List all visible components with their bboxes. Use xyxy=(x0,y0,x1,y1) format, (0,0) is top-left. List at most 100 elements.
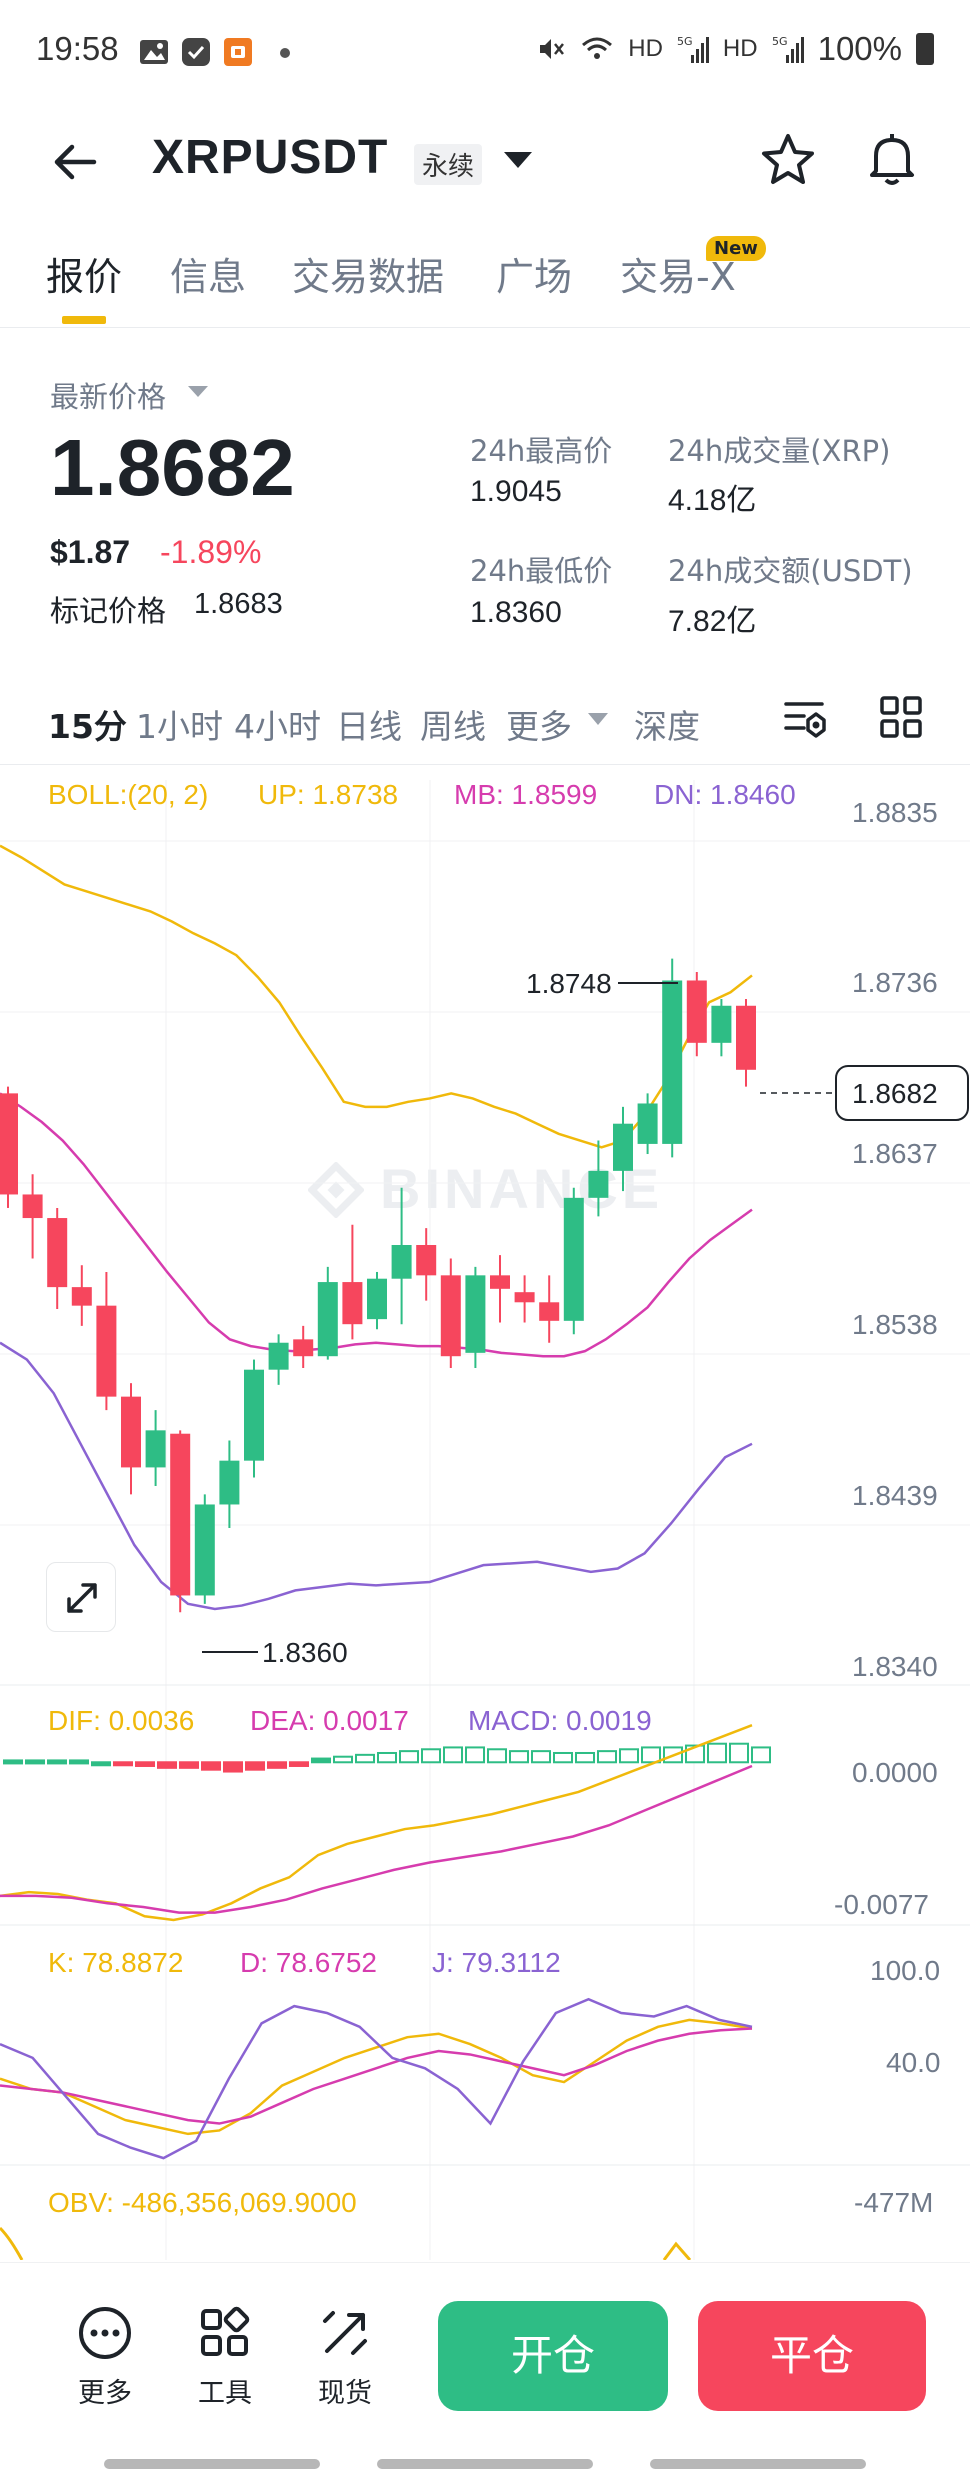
interval-1w[interactable]: 周线 xyxy=(420,707,486,746)
symbol-dropdown-icon[interactable] xyxy=(504,152,532,168)
price-type-caret-icon[interactable] xyxy=(188,386,208,397)
macd-bar xyxy=(443,1746,463,1764)
expand-icon xyxy=(67,1583,97,1613)
more-caret-icon[interactable] xyxy=(588,713,608,725)
obv-line xyxy=(0,2226,24,2260)
mark-price-value: 1.8683 xyxy=(194,588,283,620)
candle-body xyxy=(219,1460,240,1505)
chart-settings-icon[interactable] xyxy=(782,694,830,742)
close-position-button[interactable]: 平仓 xyxy=(698,2301,926,2411)
more-button[interactable]: 更多 xyxy=(60,2303,150,2410)
y-tick-3: 1.8637 xyxy=(852,1138,938,1169)
dif-legend: DIF: 0.0036 xyxy=(48,1705,194,1736)
candle-body xyxy=(71,1287,92,1306)
volume-24h-label: 24h成交量(XRP) xyxy=(668,434,891,468)
macd-bar xyxy=(553,1751,573,1764)
macd-bar xyxy=(69,1759,89,1765)
macd-bar xyxy=(509,1750,529,1764)
interval-4h[interactable]: 4小时 xyxy=(234,707,321,746)
d-legend: D: 78.6752 xyxy=(240,1947,377,1978)
nav-pill-center[interactable] xyxy=(377,2459,593,2469)
boll-mb-line xyxy=(0,1092,753,1358)
macd-bar xyxy=(289,1761,309,1767)
interval-15m[interactable]: 15分 xyxy=(48,707,127,746)
boll-up-line xyxy=(0,844,753,1149)
more-dots-icon xyxy=(79,2307,131,2359)
macd-bar xyxy=(421,1748,441,1764)
spot-button[interactable]: 现货 xyxy=(300,2303,390,2410)
candle-body xyxy=(268,1342,289,1370)
tab-trade-x[interactable]: 交易-X xyxy=(620,255,736,299)
obv-legend: OBV: -486,356,069.9000 xyxy=(48,2187,357,2218)
macd-bar xyxy=(3,1759,23,1765)
last-price-tag[interactable] xyxy=(835,1065,969,1121)
candle-body xyxy=(490,1275,510,1289)
macd-bar xyxy=(575,1751,595,1764)
candle-body xyxy=(686,980,707,1043)
macd-bar xyxy=(135,1761,155,1767)
macd-bar xyxy=(487,1748,507,1764)
tools-button[interactable]: 工具 xyxy=(180,2303,270,2410)
macd-bar xyxy=(333,1755,353,1764)
kdj-tick-2: 40.0 xyxy=(886,2047,941,2078)
candle-body xyxy=(145,1430,166,1468)
macd-legend: MACD: 0.0019 xyxy=(468,1705,652,1736)
binance-watermark: BINANCE xyxy=(380,1157,664,1220)
back-arrow-icon[interactable] xyxy=(48,134,104,190)
macd-bar xyxy=(729,1742,749,1764)
price-chart[interactable]: BOLL:(20, 2) UP: 1.8738 MB: 1.8599 DN: 1… xyxy=(0,760,970,2260)
dea-line xyxy=(0,1764,753,1914)
y-tick-2: 1.8736 xyxy=(852,967,938,998)
candle-body xyxy=(367,1278,387,1320)
d-line xyxy=(0,2027,753,2125)
boll-legend: BOLL:(20, 2) xyxy=(48,779,208,810)
depth-tab[interactable]: 深度 xyxy=(634,707,700,746)
header: XRPUSDT 永续 xyxy=(0,112,970,212)
candle-body xyxy=(317,1282,338,1357)
tab-trading-data[interactable]: 交易数据 xyxy=(292,255,445,299)
app-check-icon xyxy=(182,38,210,66)
low-annotation: 1.8360 xyxy=(262,1637,348,1668)
status-right: HD 5G HD 5G 100% xyxy=(536,30,934,68)
nav-pill-right[interactable] xyxy=(650,2459,866,2469)
fullscreen-button[interactable] xyxy=(46,1562,116,1632)
layout-grid-icon[interactable] xyxy=(878,694,924,740)
macd-tick-1: 0.0000 xyxy=(852,1757,938,1788)
hd-label-2: HD xyxy=(722,35,758,62)
last-price-tag-text: 1.8682 xyxy=(852,1078,938,1109)
candle-body xyxy=(563,1197,584,1321)
price-usd: $1.87 xyxy=(50,534,131,570)
favorite-star-icon[interactable] xyxy=(758,130,818,190)
tab-info[interactable]: 信息 xyxy=(170,255,247,299)
macd-tick-2: -0.0077 xyxy=(834,1889,929,1920)
tab-square[interactable]: 广场 xyxy=(496,255,573,299)
high-annotation: 1.8748 xyxy=(526,968,612,999)
low-24h-label: 24h最低价 xyxy=(470,554,613,588)
candle-body xyxy=(244,1369,264,1461)
net-label-1: 5G xyxy=(677,35,693,48)
open-position-button[interactable]: 开仓 xyxy=(438,2301,668,2411)
last-price-label[interactable]: 最新价格 xyxy=(50,380,167,414)
boll-mb-legend: MB: 1.8599 xyxy=(454,779,597,810)
symbol-title[interactable]: XRPUSDT xyxy=(152,131,389,184)
candle-body xyxy=(121,1396,141,1468)
macd-bar xyxy=(531,1750,551,1764)
nav-pill-left[interactable] xyxy=(104,2459,320,2469)
notification-dot xyxy=(280,48,290,58)
macd-bar xyxy=(113,1761,133,1767)
candle-body xyxy=(465,1275,486,1353)
candle-body xyxy=(96,1305,117,1397)
tab-quote[interactable]: 报价 xyxy=(46,255,123,299)
macd-bar xyxy=(355,1753,375,1764)
interval-more[interactable]: 更多 xyxy=(506,707,572,746)
candle-body xyxy=(342,1282,363,1325)
interval-1h[interactable]: 1小时 xyxy=(136,707,223,746)
obv-tick-1: -477M xyxy=(854,2187,933,2218)
chart-grid xyxy=(0,780,970,2260)
interval-1d[interactable]: 日线 xyxy=(336,707,402,746)
bell-icon[interactable] xyxy=(862,128,922,188)
binance-watermark-icon xyxy=(308,1162,364,1218)
contract-type-tag: 永续 xyxy=(414,144,483,185)
k-line xyxy=(0,2018,753,2136)
macd-bar xyxy=(245,1761,265,1771)
